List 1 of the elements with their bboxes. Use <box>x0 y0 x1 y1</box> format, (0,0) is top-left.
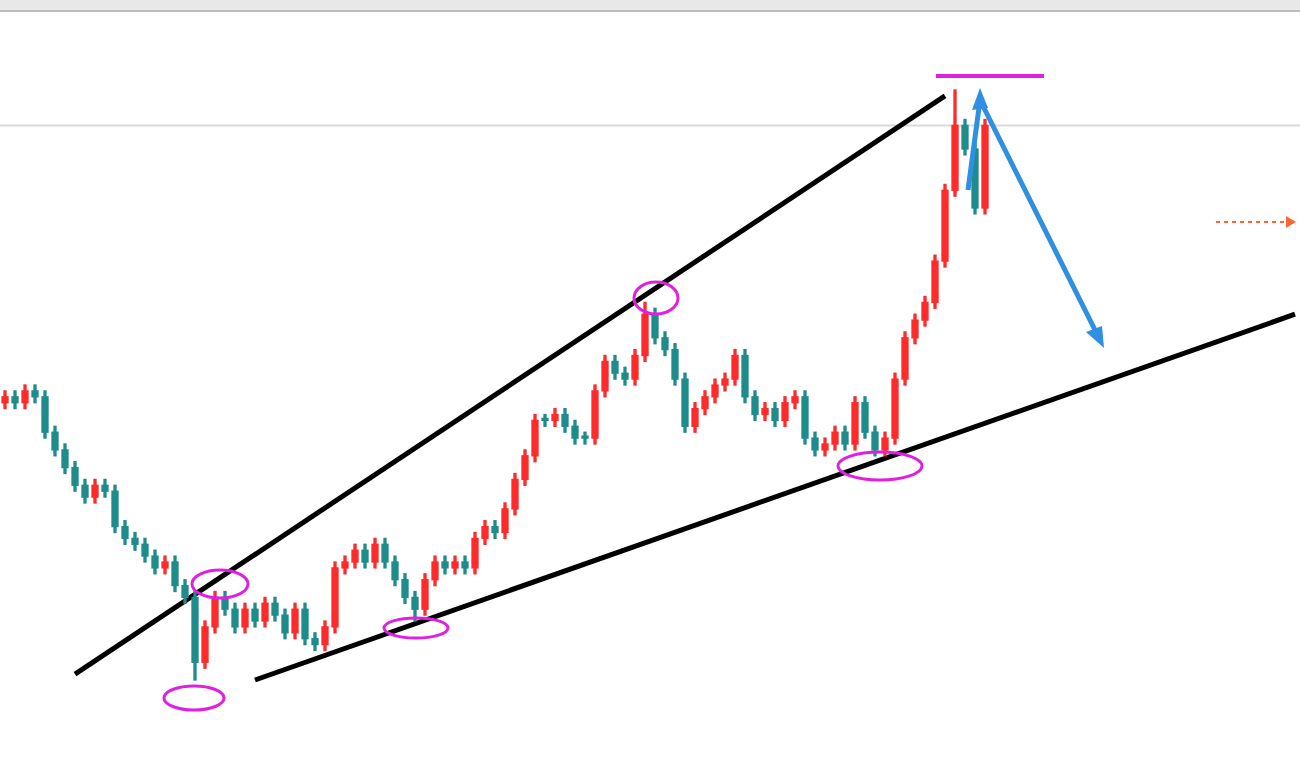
candlestick <box>541 413 549 427</box>
